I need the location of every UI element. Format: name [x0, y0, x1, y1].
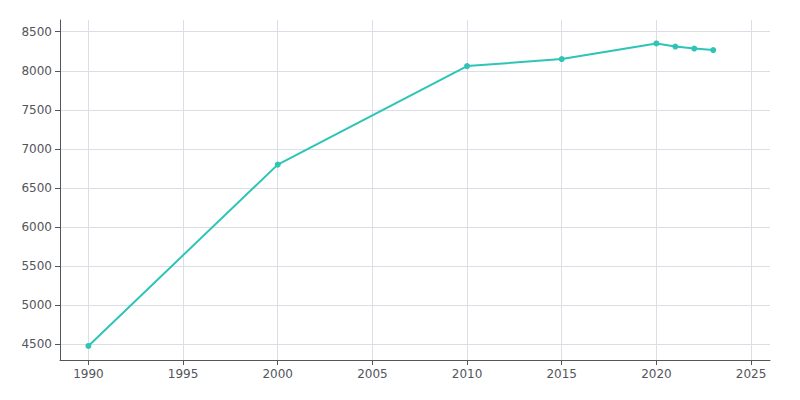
svg-text:2000: 2000: [262, 367, 293, 381]
svg-text:5000: 5000: [21, 298, 52, 312]
svg-text:8500: 8500: [21, 25, 52, 39]
svg-text:2010: 2010: [452, 367, 483, 381]
svg-text:1995: 1995: [168, 367, 199, 381]
svg-text:2005: 2005: [357, 367, 388, 381]
svg-text:8000: 8000: [21, 64, 52, 78]
svg-text:7500: 7500: [21, 103, 52, 117]
svg-text:6000: 6000: [21, 220, 52, 234]
svg-text:7000: 7000: [21, 142, 52, 156]
svg-text:2015: 2015: [546, 367, 577, 381]
svg-text:1990: 1990: [73, 367, 104, 381]
svg-text:4500: 4500: [21, 337, 52, 351]
svg-text:5500: 5500: [21, 259, 52, 273]
svg-text:6500: 6500: [21, 181, 52, 195]
svg-text:2020: 2020: [641, 367, 672, 381]
svg-text:2025: 2025: [736, 367, 767, 381]
